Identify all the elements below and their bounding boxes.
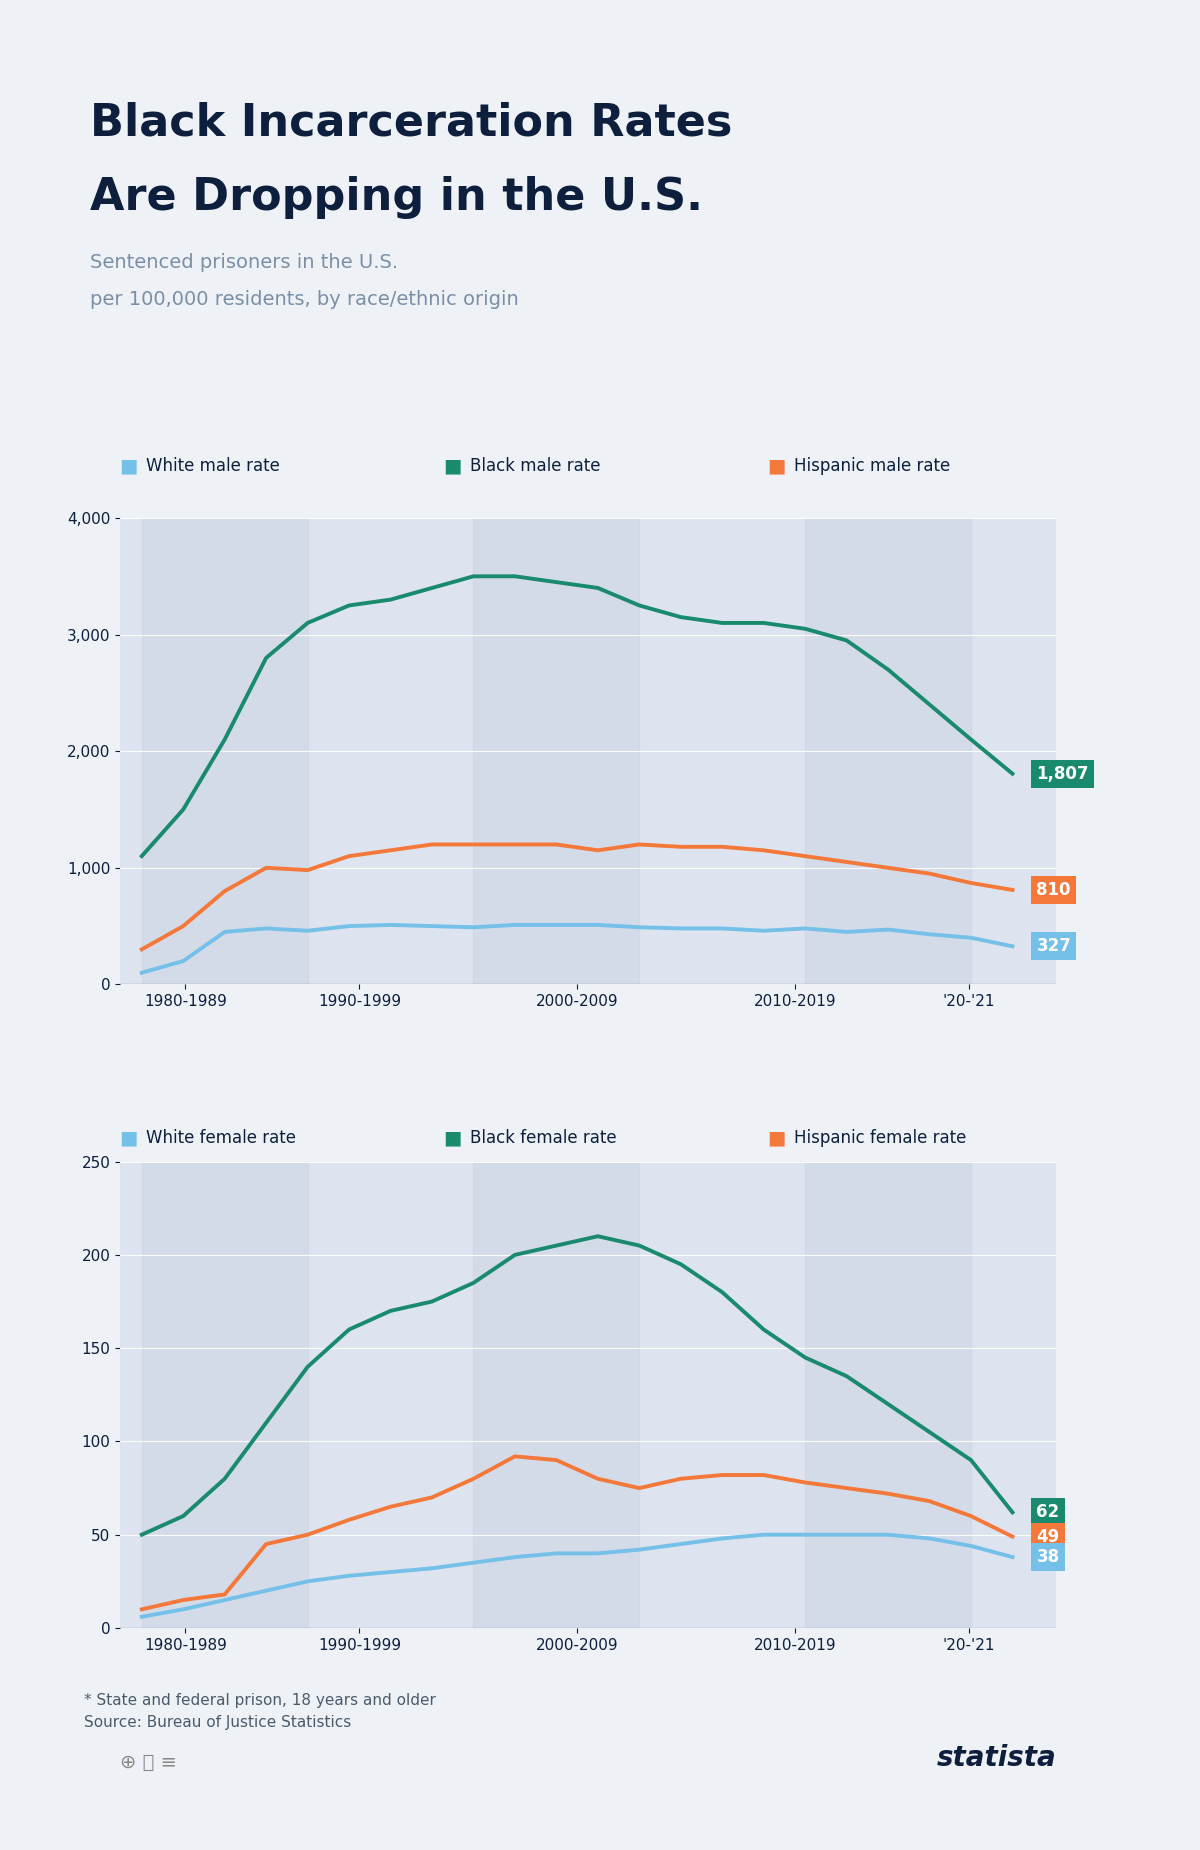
Text: 38: 38	[1037, 1548, 1060, 1567]
Bar	[805, 1162, 971, 1628]
Text: * State and federal prison, 18 years and older
Source: Bureau of Justice Statist: * State and federal prison, 18 years and…	[84, 1693, 436, 1730]
Text: Are Dropping in the U.S.: Are Dropping in the U.S.	[90, 176, 703, 218]
Text: 62: 62	[1037, 1504, 1060, 1521]
Text: White female rate: White female rate	[146, 1128, 296, 1147]
Text: ■: ■	[120, 457, 145, 475]
Bar	[142, 518, 307, 984]
Bar	[474, 518, 640, 984]
Text: Black male rate: Black male rate	[470, 457, 601, 475]
Text: ⊕ ⓘ ≡: ⊕ ⓘ ≡	[120, 1754, 178, 1772]
Text: Black Incarceration Rates: Black Incarceration Rates	[90, 102, 732, 144]
Text: 327: 327	[1037, 938, 1072, 955]
Text: Hispanic male rate: Hispanic male rate	[794, 457, 950, 475]
Text: ■: ■	[768, 457, 793, 475]
Text: ■: ■	[444, 457, 469, 475]
Bar	[142, 1162, 307, 1628]
Text: Hispanic female rate: Hispanic female rate	[794, 1128, 967, 1147]
Text: Sentenced prisoners in the U.S.: Sentenced prisoners in the U.S.	[90, 253, 398, 272]
Text: ■: ■	[444, 1128, 469, 1147]
Text: statista: statista	[936, 1745, 1056, 1772]
Text: ■: ■	[768, 1128, 793, 1147]
Text: 810: 810	[1037, 881, 1070, 899]
Bar	[474, 1162, 640, 1628]
Text: Black female rate: Black female rate	[470, 1128, 617, 1147]
Text: White male rate: White male rate	[146, 457, 281, 475]
Text: 1,807: 1,807	[1037, 764, 1088, 783]
Text: per 100,000 residents, by race/ethnic origin: per 100,000 residents, by race/ethnic or…	[90, 290, 518, 309]
Text: ■: ■	[120, 1128, 145, 1147]
Text: 49: 49	[1037, 1528, 1060, 1545]
Bar	[805, 518, 971, 984]
